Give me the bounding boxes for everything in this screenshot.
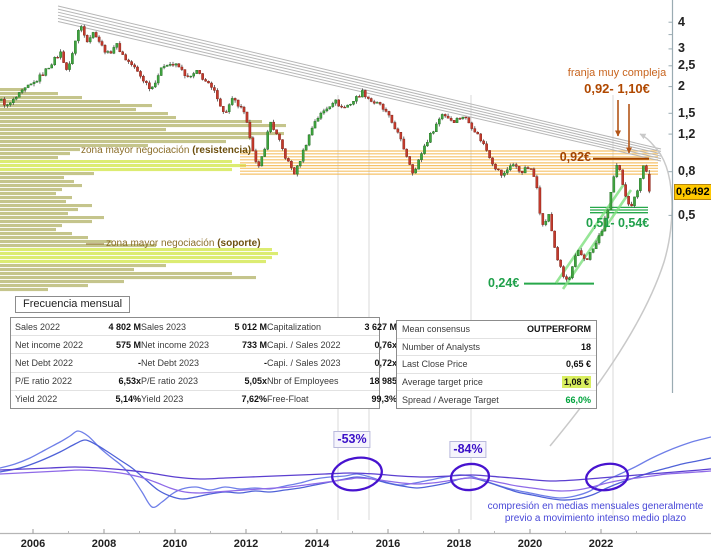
support-zone-label-text: zona mayor negociación <box>106 238 218 249</box>
x-axis-year-label: 2008 <box>91 538 117 550</box>
indicator-lines <box>0 430 711 509</box>
financial-metric-label: Sales 2023 <box>141 321 187 332</box>
consensus-label: Spread / Average Target <box>402 394 499 405</box>
financial-table-row: Net income 2022 575 M Net income 2023 733 M… <box>11 336 397 355</box>
y-axis-tick-label: 2,5 <box>678 58 696 73</box>
financial-metric-label: Capi. / Sales 2023 <box>267 357 341 368</box>
financial-metric-value: - <box>138 357 141 368</box>
resistance-band <box>240 150 658 175</box>
financial-table-row: Net Debt 2022- Net Debt 2023- Capi. / Sale… <box>11 354 397 373</box>
compression-pct-2-label: -84% <box>449 441 487 458</box>
financial-table-row: P/E ratio 2022 6,53x P/E ratio 2023 5,05x Nb… <box>11 373 397 391</box>
y-axis-tick-label: 3 <box>678 41 685 56</box>
consensus-value: 0,65 € <box>565 359 591 370</box>
support-zone-label: zona mayor negociación (soporte) <box>106 238 261 249</box>
financial-metric-label: Net Debt 2023 <box>141 357 200 368</box>
x-axis-year-label: 2010 <box>162 538 188 550</box>
compression-note-line1: compresión en medias mensuales generalme… <box>487 501 704 512</box>
green-level-lines <box>524 157 649 290</box>
y-axis-tick-label: 1,5 <box>678 105 696 120</box>
financial-metric-value: 4 802 M <box>108 321 141 332</box>
financial-metric-label: Capi. / Sales 2022 <box>267 339 341 350</box>
support-zone-label-bold: (soporte) <box>217 238 261 249</box>
compression-pct-1-label: -53% <box>333 431 371 448</box>
financial-metric-label: Nbr of Employees <box>267 376 339 387</box>
x-axis-year-label: 2016 <box>375 538 401 550</box>
financial-metric-value: 575 M <box>115 339 141 350</box>
curved-arrow <box>549 133 673 447</box>
volume-profile <box>0 88 286 292</box>
resistance-zone-label: zona mayor negociación (resistencia) <box>81 145 251 156</box>
financial-metric-label: Capitalization <box>267 321 322 332</box>
x-axis-year-label: 2018 <box>446 538 472 550</box>
compression-ellipses <box>331 456 630 492</box>
consensus-label: Last Close Price <box>402 359 468 370</box>
candlestick-series <box>0 24 651 282</box>
axes <box>0 0 711 535</box>
financial-metric-value: 3 627 M <box>364 321 397 332</box>
x-axis-year-label: 2022 <box>588 538 614 550</box>
complex-zone-note-line2: 0,92- 1,10€ <box>584 81 650 96</box>
y-axis-tick-label: 0,5 <box>678 207 696 222</box>
financial-metric-label: P/E ratio 2023 <box>141 376 199 387</box>
y-axis-tick-label: 0,8 <box>678 164 696 179</box>
consensus-value: 18 <box>580 341 591 352</box>
y-axis-tick-label: 4 <box>678 14 685 29</box>
financial-metric-label: Free-Float <box>267 394 309 405</box>
consensus-label: Number of Analysts <box>402 341 481 352</box>
compression-note-line2: previo a movimiento intenso medio plazo <box>504 512 687 524</box>
x-axis-year-label: 2006 <box>20 538 46 550</box>
consensus-table-row: Mean consensus OUTPERFORM <box>397 321 596 339</box>
financial-metric-label: Yield 2023 <box>141 394 184 405</box>
y-axis-tick-label: 2 <box>678 79 685 94</box>
financial-table-row: Sales 2022 4 802 M Sales 2023 5 012 M Capita… <box>11 318 397 337</box>
x-axis-year-label: 2014 <box>304 538 330 550</box>
trendline-bundle <box>57 5 662 162</box>
resistance-zone-label-bold: (resistencia) <box>192 145 252 156</box>
financial-metric-label: Net income 2023 <box>141 339 210 350</box>
financial-metric-value: 99,3% <box>371 394 397 405</box>
financial-metric-label: Sales 2022 <box>15 321 61 332</box>
level-024-label: 0,24€ <box>488 276 520 290</box>
financial-metric-value: 0,72x <box>374 357 397 368</box>
y-axis-tick-label: 1,2 <box>678 126 696 141</box>
consensus-value: 1,08 € <box>561 376 591 389</box>
financial-metric-value: 6,53x <box>118 376 141 387</box>
financial-metric-value: - <box>264 357 267 368</box>
frequency-selector[interactable]: Frecuencia mensual <box>15 296 131 313</box>
x-axis-year-label: 2020 <box>517 538 543 550</box>
financial-metric-label: Net Debt 2022 <box>15 357 74 368</box>
last-price-badge: 0,6492 <box>674 184 711 200</box>
financial-metric-value: 0,76x <box>374 339 397 350</box>
financial-metric-label: P/E ratio 2022 <box>15 376 73 387</box>
consensus-table: Mean consensus OUTPERFORM Number of Analys… <box>396 320 597 409</box>
consensus-label: Mean consensus <box>402 324 471 335</box>
financial-metric-value: 5,05x <box>244 376 267 387</box>
financial-table-row: Yield 2022 5,14% Yield 2023 7,62% Free-Float… <box>11 391 397 408</box>
financial-metric-label: Net income 2022 <box>15 339 84 350</box>
level-092-label: 0,92€ <box>559 150 591 164</box>
x-axis-year-label: 2012 <box>233 538 259 550</box>
compression-note: compresión en medias mensuales generalme… <box>480 501 711 524</box>
financial-metric-value: 5,14% <box>115 394 141 405</box>
financial-metric-value: 733 M <box>241 339 267 350</box>
financial-data-table: Sales 2022 4 802 M Sales 2023 5 012 M Capita… <box>10 317 397 409</box>
financial-metric-value: 18 985 <box>369 376 397 387</box>
consensus-table-row: Average target price 1,08 € <box>397 374 596 392</box>
down-arrows <box>615 100 632 154</box>
financial-metric-value: 5 012 M <box>234 321 267 332</box>
consensus-value: 66,0% <box>565 394 591 405</box>
consensus-table-row: Last Close Price 0,65 € <box>397 356 596 374</box>
resistance-zone-label-text: zona mayor negociación <box>81 145 193 156</box>
consensus-table-row: Spread / Average Target 66,0% <box>397 391 596 408</box>
consensus-table-row: Number of Analysts 18 <box>397 339 596 357</box>
consensus-label: Average target price <box>402 377 483 388</box>
financial-metric-label: Yield 2022 <box>15 394 58 405</box>
consensus-value: OUTPERFORM <box>527 324 591 335</box>
level-051-054-label: 0,51- 0,54€ <box>586 216 650 230</box>
complex-zone-note-line1: franja muy compleja <box>567 67 667 79</box>
financial-metric-value: 7,62% <box>241 394 267 405</box>
